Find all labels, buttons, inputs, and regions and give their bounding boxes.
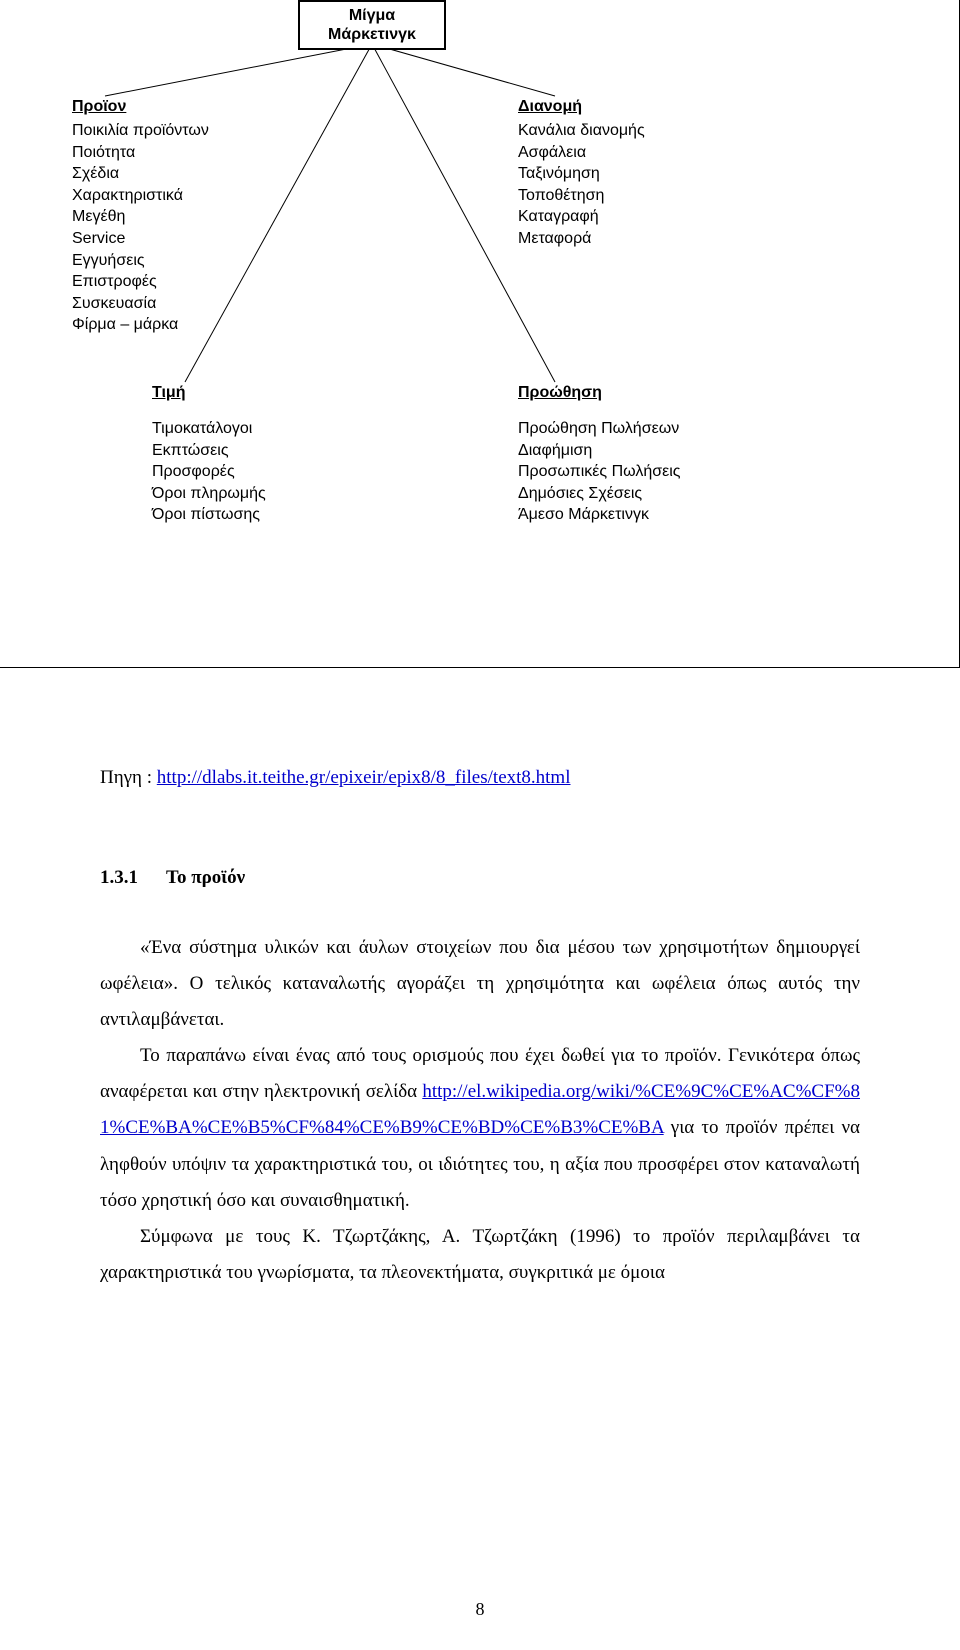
section-number: 1.3.1 (100, 860, 138, 896)
category-item: Ασφάλεια (518, 142, 645, 164)
category-title: Διανομή (518, 98, 582, 116)
category-item: Όροι πίστωσης (152, 504, 266, 526)
category-item: Ταξινόμηση (518, 163, 645, 185)
page-number: 8 (0, 1599, 960, 1620)
category-item: Εγγυήσεις (72, 250, 209, 272)
category-title: Τιμή (152, 384, 186, 402)
category-item: Όροι πληρωμής (152, 483, 266, 505)
category-item: Εκπτώσεις (152, 440, 266, 462)
category-item: Μεγέθη (72, 206, 209, 228)
category-list: ΤιμοκατάλογοιΕκπτώσειςΠροσφορέςΌροι πληρ… (152, 418, 266, 526)
category-item: Service (72, 228, 209, 250)
source-line: Πηγη : http://dlabs.it.teithe.gr/epixeir… (100, 760, 860, 796)
paragraph-1: «Ένα σύστημα υλικών και άυλων στοιχείων … (100, 930, 860, 1038)
body-paragraphs: «Ένα σύστημα υλικών και άυλων στοιχείων … (100, 930, 860, 1291)
category-item: Διαφήμιση (518, 440, 681, 462)
category-item: Επιστροφές (72, 271, 209, 293)
diagram-root-box: Μίγμα Μάρκετινγκ (298, 0, 446, 50)
category-list: Προώθηση ΠωλήσεωνΔιαφήμισηΠροσωπικές Πωλ… (518, 418, 681, 526)
category-list: Κανάλια διανομήςΑσφάλειαΤαξινόμησηΤοποθέ… (518, 120, 645, 250)
category-title: Προώθηση (518, 384, 602, 402)
category-item: Χαρακτηριστικά (72, 185, 209, 207)
section-title: Το προϊόν (166, 867, 245, 888)
root-line1: Μίγμα (310, 6, 434, 25)
category-item: Ποιότητα (72, 142, 209, 164)
paragraph-3: Σύμφωνα με τους Κ. Τζωρτζάκης, Α. Τζωρτζ… (100, 1219, 860, 1291)
category-item: Προσφορές (152, 461, 266, 483)
category-item: Δημόσιες Σχέσεις (518, 483, 681, 505)
root-line2: Μάρκετινγκ (310, 25, 434, 44)
source-label: Πηγη : (100, 767, 157, 788)
category-item: Άμεσο Μάρκετινγκ (518, 504, 681, 526)
section-heading: 1.3.1 Το προϊόν (100, 860, 860, 896)
diagram-frame: Μίγμα Μάρκετινγκ Προϊον Ποικιλία προϊόντω… (0, 0, 960, 668)
category-item: Καταγραφή (518, 206, 645, 228)
category-item: Κανάλια διανομής (518, 120, 645, 142)
category-item: Σχέδια (72, 163, 209, 185)
category-item: Τιμοκατάλογοι (152, 418, 266, 440)
source-link[interactable]: http://dlabs.it.teithe.gr/epixeir/epix8/… (157, 767, 571, 788)
category-item: Ποικιλία προϊόντων (72, 120, 209, 142)
category-list: Ποικιλία προϊόντωνΠοιότηταΣχέδιαΧαρακτηρ… (72, 120, 209, 336)
category-item: Τοποθέτηση (518, 185, 645, 207)
category-item: Προώθηση Πωλήσεων (518, 418, 681, 440)
category-item: Μεταφορά (518, 228, 645, 250)
paragraph-2: Το παραπάνω είναι ένας από τους ορισμούς… (100, 1038, 860, 1218)
category-item: Προσωπικές Πωλήσεις (518, 461, 681, 483)
category-item: Συσκευασία (72, 293, 209, 315)
category-title: Προϊον (72, 98, 126, 116)
category-item: Φίρμα – μάρκα (72, 314, 209, 336)
